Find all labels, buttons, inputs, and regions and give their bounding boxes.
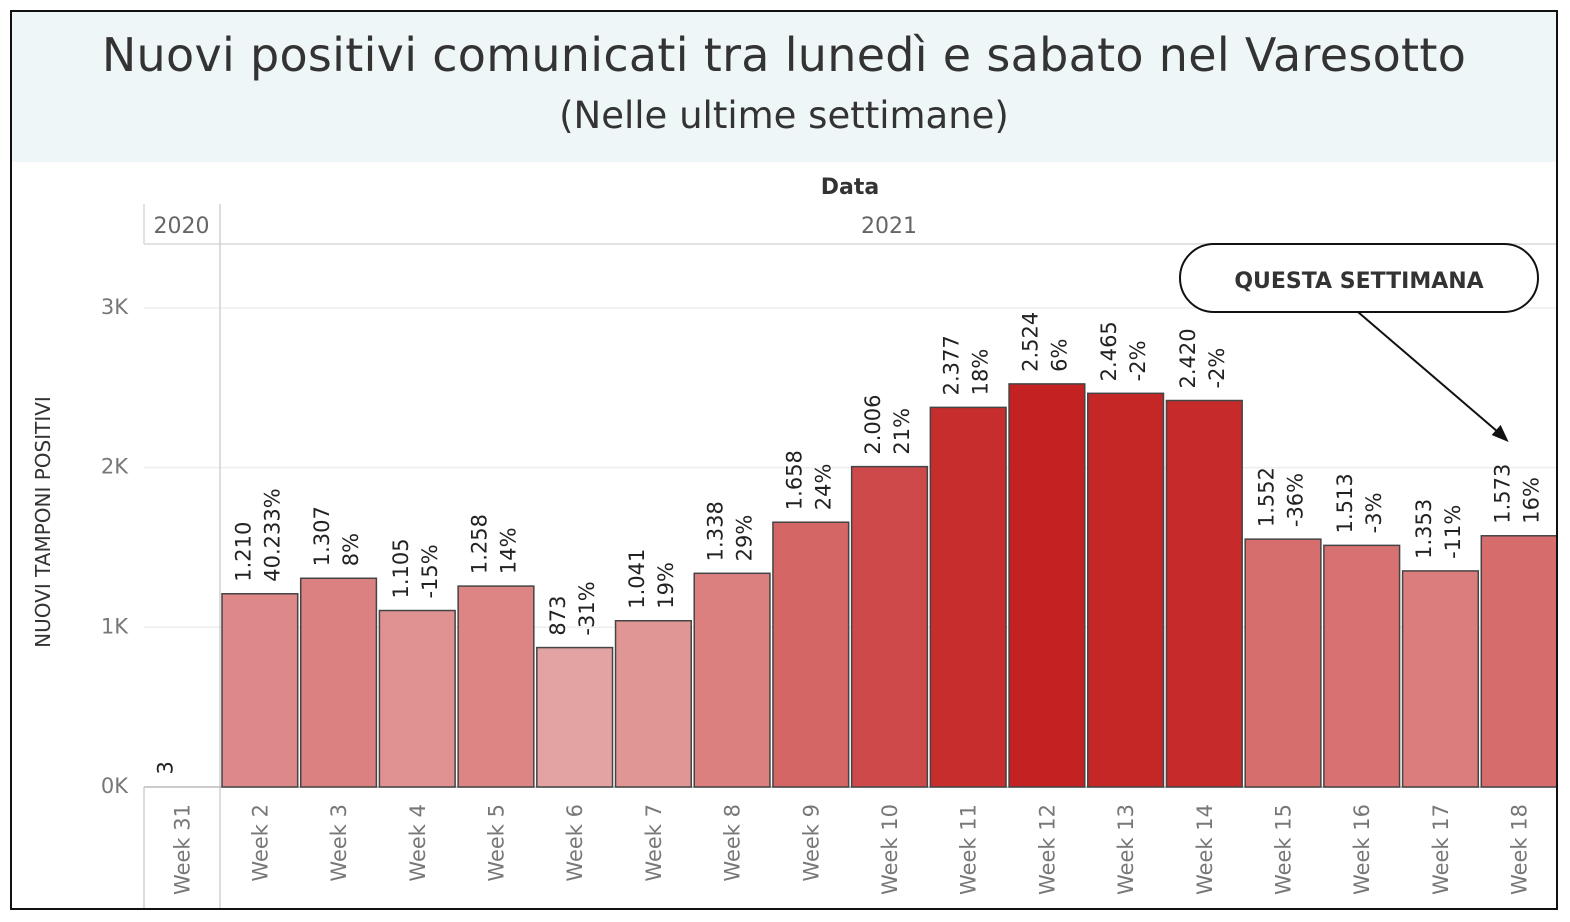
change-label: 40.233% [260, 488, 284, 581]
change-label: -2% [1205, 348, 1229, 389]
x-tick-label: Week 10 [878, 804, 902, 895]
bar [1087, 392, 1165, 788]
x-axis-title: Data [821, 175, 879, 200]
x-tick-label: Week 14 [1193, 804, 1217, 895]
value-label: 1.513 [1333, 473, 1357, 533]
bar [1008, 383, 1086, 788]
value-label: 1.307 [310, 506, 334, 566]
x-tick-label: Week 12 [1035, 804, 1059, 895]
x-tick-label: Week 5 [484, 804, 508, 882]
x-tick-label: Week 18 [1508, 804, 1532, 895]
bar [850, 465, 929, 788]
bar [1480, 535, 1556, 788]
x-tick-label: Week 9 [799, 804, 823, 882]
value-label: 1.353 [1412, 499, 1436, 559]
bar-labels: 3 1.210 40.233% 1.307 8% 1.105 -15% 1.258 14% 873… [154, 312, 1544, 775]
change-label: 14% [496, 527, 520, 574]
x-tick-label: Week 13 [1114, 804, 1138, 895]
bar [299, 577, 378, 788]
x-tick-label: Week 31 [171, 804, 195, 895]
year-label: 2021 [861, 214, 917, 239]
chart-frame: Nuovi positivi comunicati tra lunedì e s… [10, 10, 1558, 910]
value-label: 1.658 [782, 450, 806, 510]
change-label: -15% [418, 544, 442, 598]
bar [693, 572, 771, 788]
value-label: 2.420 [1176, 328, 1200, 388]
value-label: 1.105 [389, 538, 413, 598]
value-label: 3 [154, 761, 178, 774]
change-label: -2% [1126, 340, 1150, 381]
annotation-arrowhead [1491, 425, 1509, 442]
x-tick-label: Week 17 [1429, 804, 1453, 895]
value-label: 1.210 [231, 522, 255, 582]
value-label: 2.377 [940, 335, 964, 395]
year-label: 2020 [154, 214, 210, 239]
bars [221, 383, 1556, 788]
bar [772, 521, 850, 788]
x-tick-label: Week 15 [1272, 804, 1296, 895]
value-label: 2.006 [861, 395, 885, 455]
y-axis-title: NUOVI TAMPONI POSITIVI [31, 396, 55, 648]
change-label: 6% [1047, 339, 1071, 372]
value-label: 1.041 [625, 549, 649, 609]
x-tick-label: Week 11 [957, 804, 981, 895]
change-label: 8% [339, 533, 363, 566]
value-label: 1.258 [467, 514, 491, 574]
change-label: 16% [1520, 477, 1544, 524]
change-label: 21% [890, 408, 914, 455]
change-label: 29% [733, 515, 757, 562]
bar [929, 406, 1007, 788]
change-label: -11% [1441, 505, 1465, 559]
x-tick-label: Week 2 [248, 804, 272, 882]
y-tick-label: 1K [101, 614, 129, 638]
bar [1401, 570, 1480, 788]
axes: 0K 1K 2K 3K 2020 2021 Week 31 Week 2 Week 3 Week … [101, 204, 1556, 908]
annotation-line [1357, 311, 1504, 437]
x-tick-label: Week 6 [563, 804, 587, 882]
title-band: Nuovi positivi comunicati tra lunedì e s… [12, 12, 1556, 162]
x-tick-label: Week 16 [1350, 804, 1374, 895]
annotation-text: QUESTA SETTIMANA [1234, 269, 1483, 294]
chart-subtitle: (Nelle ultime settimane) [559, 94, 1009, 137]
value-label: 2.465 [1097, 321, 1121, 381]
change-label: -3% [1362, 492, 1386, 533]
change-label: 19% [654, 562, 678, 609]
y-tick-label: 0K [101, 774, 129, 798]
value-label: 2.524 [1018, 312, 1042, 372]
x-tick-label: Week 7 [642, 804, 666, 882]
value-label: 1.338 [704, 501, 728, 561]
value-label: 1.552 [1255, 467, 1279, 527]
bar [1165, 399, 1243, 788]
change-label: -36% [1284, 473, 1308, 527]
bar [536, 646, 614, 788]
y-tick-label: 2K [101, 455, 129, 479]
bar [457, 585, 535, 788]
bar [1323, 544, 1401, 788]
change-label: -31% [575, 581, 599, 635]
change-label: 18% [969, 349, 993, 396]
change-label: 24% [811, 464, 835, 511]
x-tick-label: Week 3 [327, 804, 351, 882]
bar-chart: Data NUOVI TAMPONI POSITIVI 0K 1K 2K 3K 2020… [31, 175, 1556, 908]
value-label: 1.573 [1491, 464, 1515, 524]
x-tick-label: Week 4 [406, 804, 430, 882]
y-tick-label: 3K [101, 295, 129, 319]
bar [221, 593, 299, 788]
x-tick-label: Week 8 [721, 804, 745, 882]
bar [378, 609, 456, 788]
bar [1244, 538, 1322, 788]
annotation: QUESTA SETTIMANA [1179, 243, 1539, 442]
chart-title: Nuovi positivi comunicati tra lunedì e s… [101, 28, 1467, 82]
bar [614, 619, 692, 788]
value-label: 873 [546, 595, 570, 635]
